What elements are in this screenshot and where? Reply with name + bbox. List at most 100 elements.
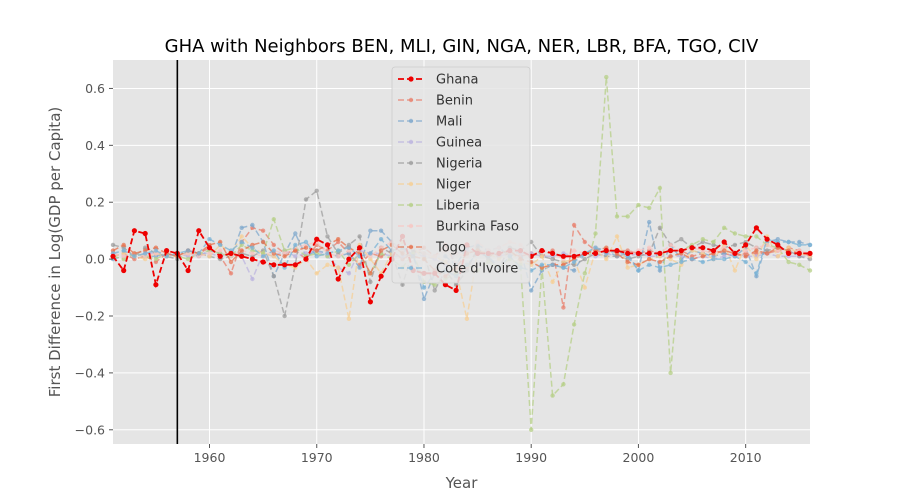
data-point-benin — [571, 222, 577, 228]
data-point-togo — [625, 259, 630, 265]
data-point-cote-d-ivoire — [539, 262, 545, 267]
legend-swatch-marker — [408, 160, 414, 166]
data-point-burkina-faso — [764, 242, 770, 248]
data-point-burkina-faso — [336, 254, 341, 259]
data-point-togo — [260, 239, 266, 245]
data-point-liberia — [271, 217, 276, 222]
data-point-niger — [539, 254, 545, 259]
data-point-cote-d-ivoire — [657, 265, 663, 270]
data-point-ghana — [131, 228, 137, 234]
data-point-niger — [464, 316, 470, 321]
y-tick-label: −0.6 — [75, 422, 105, 437]
data-point-cote-d-ivoire — [314, 254, 319, 259]
data-point-ghana — [121, 267, 127, 274]
data-point-cote-d-ivoire — [797, 242, 802, 248]
data-point-liberia — [797, 262, 802, 267]
data-point-togo — [314, 248, 319, 253]
data-point-nigeria — [582, 256, 587, 262]
data-point-burkina-faso — [743, 248, 748, 253]
data-point-niger — [550, 279, 555, 285]
data-point-togo — [700, 254, 705, 259]
data-point-nigeria — [550, 256, 555, 262]
data-point-mali — [239, 225, 244, 230]
tick-layer: 1960 1970 1980 1990 2000 2010 −0.6 −0.4 −0.2 0.0 0… — [75, 81, 762, 465]
data-point-ghana — [807, 250, 813, 256]
data-point-liberia — [711, 239, 716, 245]
data-point-liberia — [582, 271, 587, 276]
data-point-ghana — [142, 230, 148, 237]
y-tick-label: −0.2 — [75, 309, 105, 324]
x-tick-label: 2000 — [623, 450, 655, 465]
data-point-mali — [571, 268, 577, 273]
data-point-ghana — [292, 262, 298, 268]
data-point-ghana — [786, 250, 792, 256]
data-point-togo — [764, 251, 770, 256]
data-point-cote-d-ivoire — [807, 242, 813, 248]
data-point-mali — [357, 265, 362, 270]
data-point-burkina-faso — [207, 251, 212, 256]
data-point-liberia — [636, 202, 641, 208]
data-point-cote-d-ivoire — [786, 239, 791, 245]
data-point-nigeria — [282, 313, 287, 319]
legend-label: Togo — [435, 241, 466, 256]
data-point-cote-d-ivoire — [239, 239, 244, 245]
data-point-ghana — [453, 287, 459, 293]
data-point-ghana — [110, 253, 116, 259]
y-tick-label: 0.2 — [85, 195, 105, 210]
data-point-ghana — [657, 250, 663, 256]
data-point-ghana — [764, 236, 770, 242]
data-point-togo — [754, 248, 759, 253]
data-point-cote-d-ivoire — [325, 251, 330, 256]
data-point-niger — [346, 316, 352, 321]
data-point-togo — [636, 262, 641, 267]
x-tick-label: 1960 — [194, 450, 226, 465]
data-point-nigeria — [325, 234, 330, 239]
data-point-ghana — [614, 248, 620, 254]
data-point-liberia — [786, 259, 791, 265]
chart-title: GHA with Neighbors BEN, MLI, GIN, NGA, N… — [165, 36, 759, 57]
data-point-niger — [625, 265, 630, 270]
data-point-ghana — [571, 253, 577, 259]
data-point-ghana — [303, 256, 309, 262]
y-axis-title: First Difference in Log(GDP per Capita) — [46, 107, 64, 397]
data-point-burkina-faso — [668, 242, 673, 248]
legend-swatch-marker — [408, 76, 414, 82]
y-tick-label: 0.4 — [85, 138, 105, 153]
data-point-ghana — [560, 253, 567, 259]
data-point-cote-d-ivoire — [143, 251, 148, 256]
data-point-burkina-faso — [250, 251, 255, 256]
data-point-niger — [336, 265, 341, 270]
data-point-liberia — [754, 234, 759, 239]
data-point-cote-d-ivoire — [153, 248, 159, 253]
data-point-ghana — [217, 253, 223, 259]
data-point-mali — [250, 222, 255, 228]
legend-label: Cote d'Ivoire — [436, 262, 518, 277]
data-point-ghana — [775, 242, 781, 248]
y-tick-label: 0.6 — [85, 81, 105, 96]
legend-swatch-marker — [408, 97, 414, 103]
data-point-cote-d-ivoire — [636, 268, 641, 273]
data-point-nigeria — [314, 188, 319, 193]
data-point-liberia — [625, 214, 630, 219]
data-point-ghana — [732, 250, 738, 256]
data-point-liberia — [561, 382, 566, 387]
data-point-niger — [732, 268, 738, 273]
data-point-niger — [325, 262, 330, 267]
legend-label: Guinea — [436, 136, 482, 151]
data-point-cote-d-ivoire — [550, 262, 555, 267]
legend-box — [391, 66, 531, 284]
data-point-niger — [754, 256, 759, 262]
legend-swatch-marker — [408, 202, 414, 208]
data-point-liberia — [550, 393, 555, 398]
data-point-ghana — [164, 248, 170, 254]
data-point-cote-d-ivoire — [368, 251, 373, 256]
data-point-benin — [582, 239, 587, 245]
data-point-mali — [647, 219, 652, 225]
data-point-nigeria — [679, 237, 684, 242]
data-point-cote-d-ivoire — [668, 262, 673, 267]
data-point-ghana — [249, 256, 255, 262]
data-point-cote-d-ivoire — [689, 256, 695, 262]
data-point-ghana — [635, 250, 642, 256]
data-point-liberia — [732, 231, 738, 236]
